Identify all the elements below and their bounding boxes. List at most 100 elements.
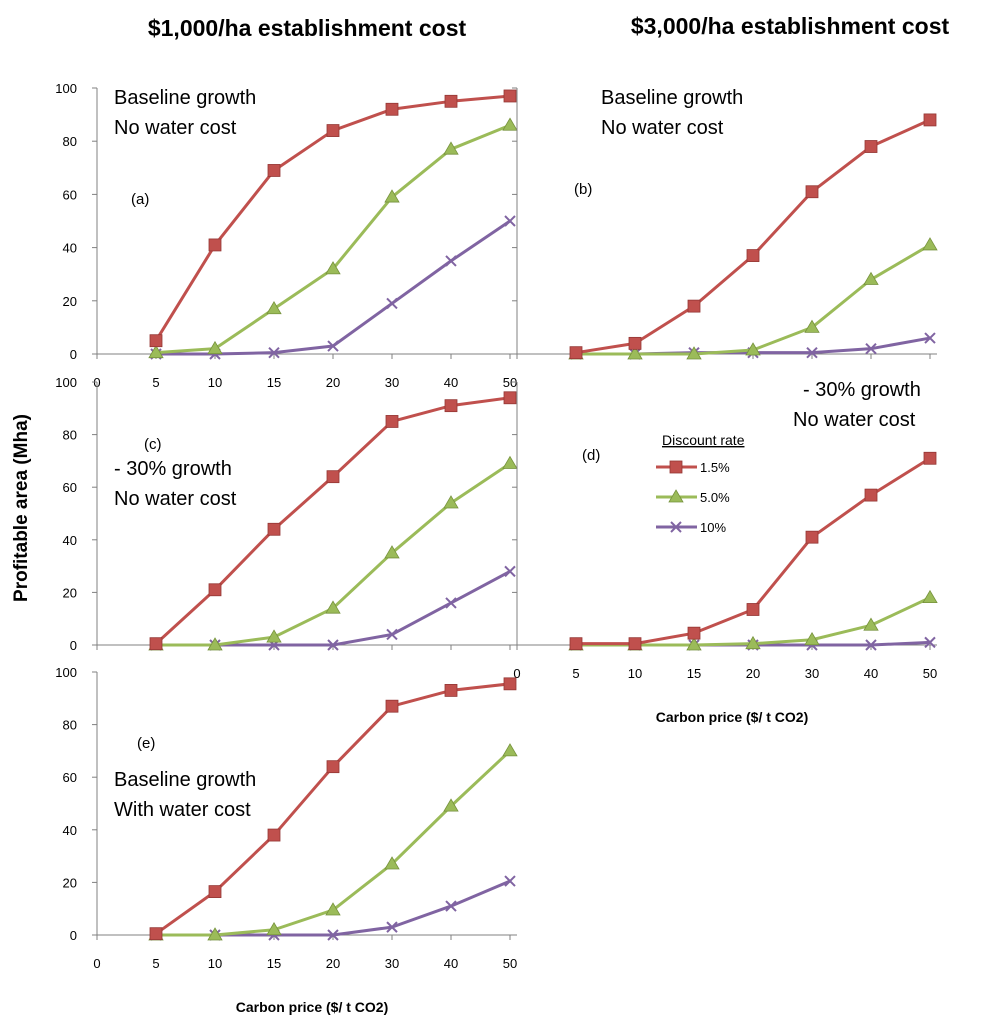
x-tick-label: 50 — [503, 375, 517, 390]
data-point — [444, 94, 458, 108]
legend-label: 1.5% — [700, 460, 730, 475]
y-tick-label: 100 — [55, 665, 77, 680]
x-tick-label: 30 — [385, 375, 399, 390]
data-point — [627, 346, 643, 360]
panel-note: No water cost — [114, 117, 237, 139]
data-point — [569, 346, 583, 360]
data-point — [502, 743, 518, 757]
data-point — [863, 617, 879, 631]
panel-e: 0 20 40 60 80 100 0 5 10 15 20 30 40 50 Carbon price (… — [55, 665, 518, 1015]
data-point — [687, 299, 701, 313]
series-line — [575, 118, 931, 355]
data-point — [327, 929, 339, 941]
data-point — [628, 336, 642, 350]
panel-d: 0 5 10 15 20 30 40 50 Carbon price ($/ t CO2) (d)… — [512, 379, 938, 725]
y-tick-label: 80 — [63, 428, 77, 443]
data-point — [327, 639, 339, 651]
data-point — [569, 637, 583, 651]
data-point — [326, 470, 340, 484]
data-point — [922, 589, 938, 604]
data-point — [384, 856, 400, 870]
y-tick-label: 60 — [63, 770, 77, 785]
data-point — [746, 249, 760, 262]
x-tick-label: 10 — [208, 375, 222, 390]
x-tick-label: 20 — [746, 666, 760, 681]
x-tick-label: 15 — [267, 956, 281, 971]
data-point — [745, 635, 761, 650]
data-point — [149, 334, 163, 348]
panel-note: Baseline growth — [114, 87, 256, 109]
data-point — [208, 238, 222, 252]
legend: Discount rate 1.5% 5.0% 10% — [656, 432, 745, 535]
x-tick-label: 50 — [923, 666, 937, 681]
heading-right: $3,000/ha establishment cost — [631, 13, 950, 39]
data-point — [384, 545, 400, 559]
panel-note: - 30% growth — [114, 458, 232, 480]
data-point — [804, 631, 820, 646]
panel-note: Baseline growth — [114, 769, 256, 791]
data-point — [865, 639, 877, 651]
data-point — [208, 885, 222, 899]
x-axis-title: Carbon price ($/ t CO2) — [656, 709, 808, 725]
series-1.5% — [149, 89, 517, 348]
series-1.5% — [149, 677, 517, 941]
x-tick-label: 5 — [152, 375, 159, 390]
legend-marker — [668, 489, 684, 503]
y-tick-label: 60 — [63, 187, 77, 202]
data-point — [865, 342, 877, 355]
legend-title: Discount rate — [662, 432, 745, 448]
data-point — [445, 597, 457, 609]
data-point — [864, 488, 878, 502]
series-1.5% — [149, 391, 517, 651]
data-point — [924, 332, 936, 344]
data-point — [148, 344, 164, 359]
data-point — [385, 415, 399, 428]
x-tick-label: 15 — [267, 375, 281, 390]
x-tick-label: 15 — [687, 666, 701, 681]
x-tick-label: 5 — [152, 956, 159, 971]
data-point — [208, 583, 222, 597]
data-point — [687, 626, 701, 640]
series-5.0% — [568, 589, 938, 651]
data-point — [503, 391, 517, 405]
data-point — [444, 684, 458, 697]
data-point — [268, 346, 280, 359]
panel-label: (a) — [131, 191, 149, 208]
data-point — [628, 637, 642, 651]
data-point — [149, 927, 163, 941]
panel-note: No water cost — [793, 409, 916, 431]
panel-label: (b) — [574, 181, 592, 198]
data-point — [385, 102, 399, 116]
legend-label: 5.0% — [700, 490, 730, 505]
data-point — [149, 637, 163, 651]
x-tick-label: 50 — [503, 956, 517, 971]
panel-note: Baseline growth — [601, 87, 743, 109]
data-point — [267, 522, 281, 536]
y-tick-label: 20 — [63, 294, 77, 309]
y-tick-label: 100 — [55, 375, 77, 390]
data-point — [805, 185, 819, 199]
data-point — [504, 875, 516, 887]
x-tick-label: 20 — [326, 956, 340, 971]
y-tick-label: 40 — [63, 533, 77, 548]
data-point — [386, 297, 398, 310]
y-tick-label: 60 — [63, 480, 77, 495]
data-point — [863, 271, 879, 285]
y-tick-label: 40 — [63, 241, 77, 256]
x-tick-label: 5 — [572, 666, 579, 681]
x-tick-label: 10 — [208, 956, 222, 971]
data-point — [502, 117, 518, 131]
legend-label: 10% — [700, 520, 726, 535]
data-point — [326, 124, 340, 137]
panel-label: (d) — [582, 447, 600, 464]
data-point — [503, 89, 517, 103]
panel-note: No water cost — [601, 117, 724, 139]
data-point — [924, 636, 936, 649]
series-5.0% — [568, 237, 938, 360]
data-point — [503, 677, 517, 691]
y-tick-label: 0 — [70, 638, 77, 653]
x-tick-label: 20 — [326, 375, 340, 390]
data-point — [266, 921, 282, 936]
